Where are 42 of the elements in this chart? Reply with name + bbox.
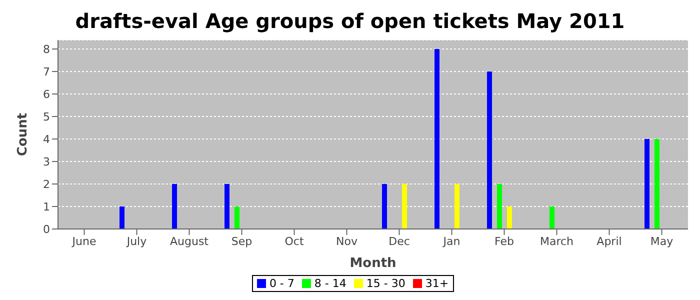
bar xyxy=(120,206,124,229)
legend-label: 8 - 14 xyxy=(313,277,346,290)
bar xyxy=(224,184,230,229)
bar xyxy=(172,184,177,229)
x-tick-label: April xyxy=(596,234,622,248)
x-tick-label: March xyxy=(540,234,574,248)
y-tick-label: 5 xyxy=(43,110,50,124)
x-axis-title: Month xyxy=(350,256,396,271)
x-tick-label: Dec xyxy=(388,234,410,248)
bar xyxy=(402,184,407,229)
x-tick-label: July xyxy=(126,234,148,248)
y-tick-label: 3 xyxy=(43,155,50,168)
y-tick-label: 8 xyxy=(43,42,50,56)
y-axis-title: Count xyxy=(16,112,31,156)
x-tick-label: June xyxy=(71,234,96,248)
bar xyxy=(234,206,240,229)
y-tick-label: 0 xyxy=(43,222,50,236)
y-tick-label: 7 xyxy=(43,65,50,78)
x-tick-label: May xyxy=(650,234,674,248)
bar xyxy=(487,72,492,229)
y-tick-label: 1 xyxy=(43,200,50,214)
bar xyxy=(434,49,440,229)
bar xyxy=(454,184,460,229)
x-tick-label: Feb xyxy=(494,234,514,248)
bar xyxy=(497,184,502,229)
bar xyxy=(550,206,554,229)
x-tick-label: Sep xyxy=(231,234,252,248)
bar xyxy=(644,139,650,229)
legend-label: 0 - 7 xyxy=(268,277,294,290)
legend-label: 31+ xyxy=(424,277,449,290)
x-tick-label: Nov xyxy=(336,234,358,248)
y-tick-label: 4 xyxy=(43,132,50,146)
bar xyxy=(654,139,660,229)
bar xyxy=(507,206,512,229)
y-tick-label: 2 xyxy=(43,178,50,191)
x-tick-label: Oct xyxy=(284,234,304,248)
y-tick-label: 6 xyxy=(43,88,50,101)
bar xyxy=(382,184,387,229)
x-tick-label: Jan xyxy=(442,234,460,248)
chart-title: drafts-eval Age groups of open tickets May 2011 xyxy=(74,8,626,35)
legend-label: 15 - 30 xyxy=(365,277,406,290)
x-tick-label: August xyxy=(170,234,210,248)
